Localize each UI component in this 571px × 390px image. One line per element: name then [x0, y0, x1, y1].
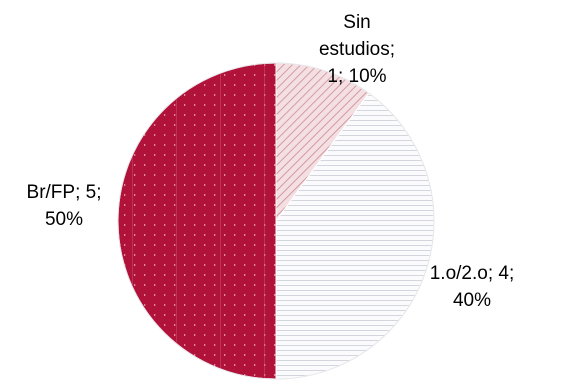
- pie-outline: [117, 62, 435, 380]
- data-label-sin-estudios: Sin estudios; 1; 10%: [319, 12, 395, 87]
- data-label-br-fp: Br/FP; 5; 50%: [27, 182, 102, 230]
- pie-slice-grid-overlay: [118, 63, 276, 379]
- data-label-1-o-2-o: 1.o/2.o; 4; 40%: [430, 263, 515, 311]
